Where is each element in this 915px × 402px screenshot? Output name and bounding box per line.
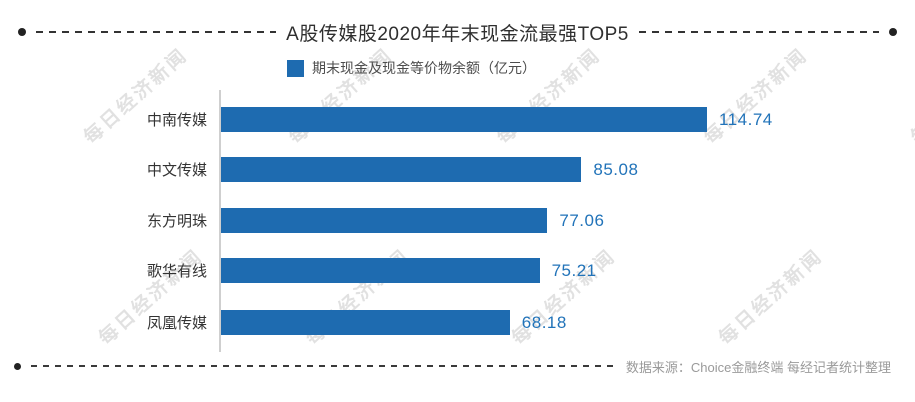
bar-zhongwen bbox=[221, 157, 582, 182]
title-right-dashes bbox=[638, 31, 880, 33]
bar-value: 114.74 bbox=[719, 109, 773, 129]
y-axis-line bbox=[219, 90, 221, 352]
title-row: A股传媒股2020年年末现金流最强TOP5 bbox=[18, 20, 898, 45]
title-right-dot bbox=[889, 28, 898, 36]
category-label: 中南传媒 bbox=[146, 112, 207, 129]
category-label: 歌华有线 bbox=[146, 263, 207, 280]
bar-row: 东方明珠 77.06 bbox=[0, 208, 915, 233]
category-label: 凤凰传媒 bbox=[146, 315, 207, 332]
footer-dashes bbox=[31, 365, 616, 367]
bar-value: 85.08 bbox=[593, 159, 639, 179]
bar-value: 68.18 bbox=[521, 312, 567, 332]
legend-swatch-icon bbox=[287, 59, 304, 77]
chart-title: A股传媒股2020年年末现金流最强TOP5 bbox=[286, 23, 629, 45]
title-left-dot bbox=[18, 28, 26, 36]
bar-gehua bbox=[221, 258, 540, 283]
bar-zhongnan bbox=[221, 107, 707, 132]
bar-value: 75.21 bbox=[551, 260, 597, 280]
bar-row: 中南传媒 114.74 bbox=[0, 107, 915, 132]
legend: 期末现金及现金等价物余额（亿元） bbox=[287, 59, 536, 77]
footer-row: 数据来源：Choice金融终端 每经记者统计整理 bbox=[14, 358, 891, 375]
category-label: 东方明珠 bbox=[146, 213, 207, 230]
data-source-text: 数据来源：Choice金融终端 每经记者统计整理 bbox=[625, 359, 891, 375]
footer-left-dot bbox=[14, 362, 21, 370]
bar-row: 凤凰传媒 68.18 bbox=[0, 310, 915, 335]
bar-dongfang bbox=[221, 208, 548, 233]
category-label: 中文传媒 bbox=[146, 162, 207, 179]
legend-label: 期末现金及现金等价物余额（亿元） bbox=[312, 60, 536, 76]
bar-row: 中文传媒 85.08 bbox=[0, 157, 915, 182]
bar-value: 77.06 bbox=[559, 210, 605, 230]
bar-row: 歌华有线 75.21 bbox=[0, 258, 915, 283]
title-left-dashes bbox=[36, 31, 277, 33]
bar-fenghuang bbox=[221, 310, 510, 335]
